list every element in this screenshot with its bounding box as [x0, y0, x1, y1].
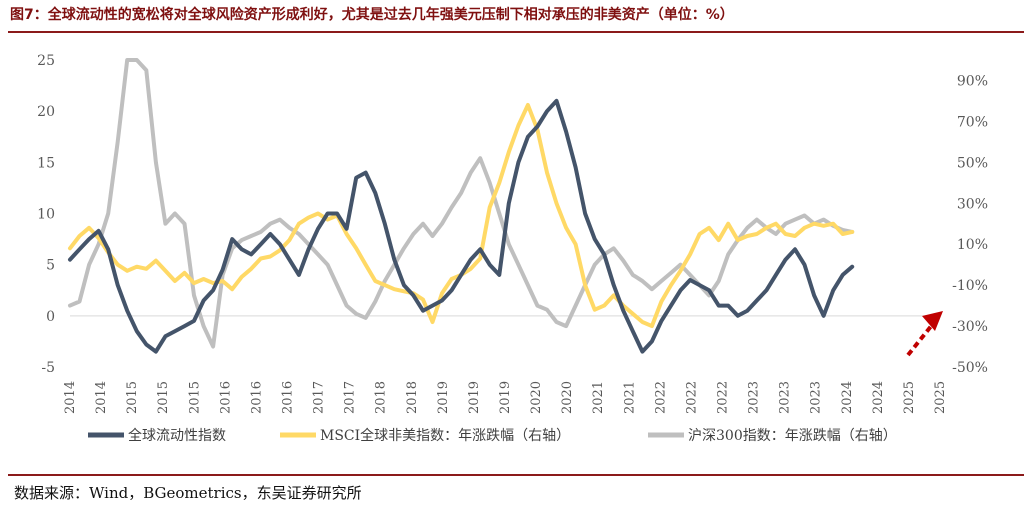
- x-axis-tick-label: 2019: [498, 381, 513, 414]
- x-axis-tick-label: 2023: [778, 381, 793, 414]
- x-axis-tick-label: 2023: [809, 381, 824, 414]
- left-axis-tick-label: 0: [46, 309, 55, 325]
- x-axis-tick-label: 2018: [405, 381, 420, 414]
- x-axis-tick-label: 2016: [281, 381, 296, 414]
- x-axis-tick-label: 2015: [187, 381, 202, 414]
- x-axis-tick-label: 2021: [622, 381, 637, 414]
- left-axis-tick-label: 20: [37, 104, 55, 120]
- series-line: [68, 98, 855, 354]
- series-line: [68, 103, 855, 329]
- x-axis-tick-label: 2022: [653, 381, 668, 414]
- trend-arrow-shaft: [906, 323, 934, 357]
- x-axis-tick-label: 2020: [560, 381, 575, 414]
- x-axis-tick-label: 2015: [156, 381, 171, 414]
- right-axis-tick-label: 90%: [957, 73, 988, 89]
- right-axis-tick-label: 10%: [957, 237, 988, 253]
- x-axis-tick-label: 2022: [684, 381, 699, 414]
- x-axis-tick-label: 2014: [63, 381, 78, 414]
- right-axis-tick-label: -50%: [952, 360, 988, 376]
- trend-arrow-head: [922, 311, 943, 331]
- source-note: 数据来源：Wind，BGeometrics，东吴证券研究所: [14, 484, 362, 502]
- x-axis-tick-label: 2019: [467, 381, 482, 414]
- x-axis-tick-label: 2019: [436, 381, 451, 414]
- x-axis-tick-label: 2015: [125, 381, 140, 414]
- right-axis-tick-label: -10%: [952, 278, 988, 294]
- legend-label: 全球流动性指数: [128, 427, 226, 444]
- chart-title: 图7：全球流动性的宽松将对全球风险资产形成利好，尤其是过去几年强美元压制下相对承…: [10, 7, 734, 23]
- right-axis-tick-label: 50%: [957, 155, 988, 171]
- x-axis-tick-label: 2020: [529, 381, 544, 414]
- right-axis-tick-label: 30%: [957, 196, 988, 212]
- left-axis-tick-label: 5: [46, 258, 55, 274]
- x-axis-tick-label: 2024: [840, 381, 855, 414]
- x-axis-tick-label: 2016: [249, 381, 264, 414]
- x-axis-tick-label: 2016: [218, 381, 233, 414]
- legend-label: MSCI全球非美指数：年涨跌幅（右轴）: [320, 427, 570, 444]
- left-axis-tick-label: 10: [37, 207, 55, 223]
- footer-rule: [8, 474, 1024, 476]
- x-axis-tick-label: 2025: [902, 381, 917, 414]
- title-rule: [8, 31, 1024, 33]
- right-axis-tick-label: 70%: [957, 114, 988, 130]
- x-axis-tick-label: 2021: [591, 381, 606, 414]
- x-axis-tick-label: 2017: [312, 381, 327, 414]
- x-axis-tick-label: 2024: [871, 381, 886, 414]
- x-axis-tick-label: 2025: [933, 381, 948, 414]
- left-axis-tick-label: -5: [41, 360, 55, 376]
- x-axis-tick-label: 2023: [747, 381, 762, 414]
- right-axis-tick-label: -30%: [952, 319, 988, 335]
- x-axis-tick-label: 2018: [374, 381, 389, 414]
- left-axis-tick-label: 25: [37, 53, 55, 69]
- x-axis-tick-label: 2014: [94, 381, 109, 414]
- x-axis-tick-label: 2022: [716, 381, 731, 414]
- series-line: [68, 58, 855, 349]
- left-axis-tick-label: 15: [37, 155, 55, 171]
- legend-label: 沪深300指数：年涨跌幅（右轴）: [688, 428, 897, 444]
- x-axis-tick-label: 2017: [343, 381, 358, 414]
